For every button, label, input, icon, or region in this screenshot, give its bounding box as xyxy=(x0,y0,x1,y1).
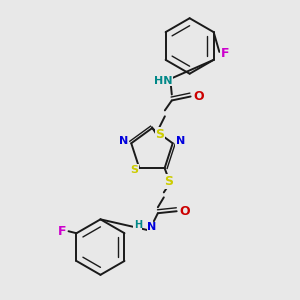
Text: F: F xyxy=(221,47,230,60)
Text: N: N xyxy=(147,222,157,232)
Text: F: F xyxy=(58,225,67,238)
Text: HN: HN xyxy=(154,76,172,85)
Text: S: S xyxy=(130,165,138,175)
Text: S: S xyxy=(155,128,164,141)
Text: N: N xyxy=(119,136,128,146)
Text: O: O xyxy=(193,90,204,103)
Text: O: O xyxy=(179,205,190,218)
Text: S: S xyxy=(164,175,173,188)
Text: H: H xyxy=(134,220,142,230)
Text: N: N xyxy=(176,136,185,146)
